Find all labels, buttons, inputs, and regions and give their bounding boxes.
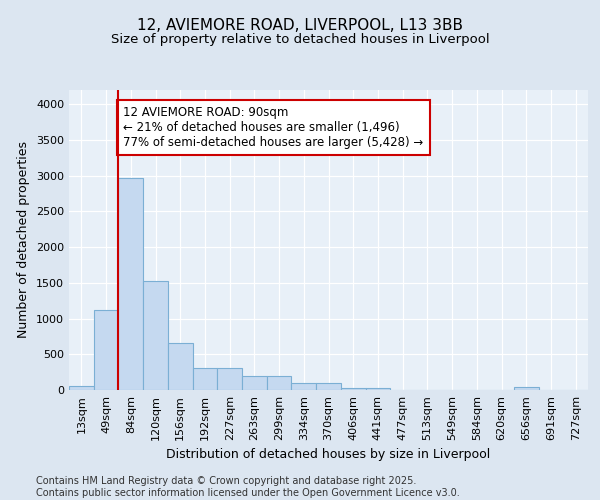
Bar [316, 383, 341, 390]
Text: 12, AVIEMORE ROAD, LIVERPOOL, L13 3BB: 12, AVIEMORE ROAD, LIVERPOOL, L13 3BB [137, 18, 463, 32]
Bar [514, 387, 539, 390]
Bar [193, 368, 217, 390]
Bar [69, 386, 94, 390]
Text: Size of property relative to detached houses in Liverpool: Size of property relative to detached ho… [110, 32, 490, 46]
Bar [365, 388, 390, 390]
Text: Contains HM Land Registry data © Crown copyright and database right 2025.
Contai: Contains HM Land Registry data © Crown c… [36, 476, 460, 498]
Bar [143, 280, 168, 390]
Bar [217, 368, 242, 390]
Bar [168, 343, 193, 390]
Bar [118, 178, 143, 390]
Bar [341, 388, 365, 390]
Bar [292, 383, 316, 390]
Bar [94, 310, 118, 390]
Bar [242, 376, 267, 390]
X-axis label: Distribution of detached houses by size in Liverpool: Distribution of detached houses by size … [166, 448, 491, 462]
Bar [267, 376, 292, 390]
Text: 12 AVIEMORE ROAD: 90sqm
← 21% of detached houses are smaller (1,496)
77% of semi: 12 AVIEMORE ROAD: 90sqm ← 21% of detache… [124, 106, 424, 148]
Y-axis label: Number of detached properties: Number of detached properties [17, 142, 31, 338]
